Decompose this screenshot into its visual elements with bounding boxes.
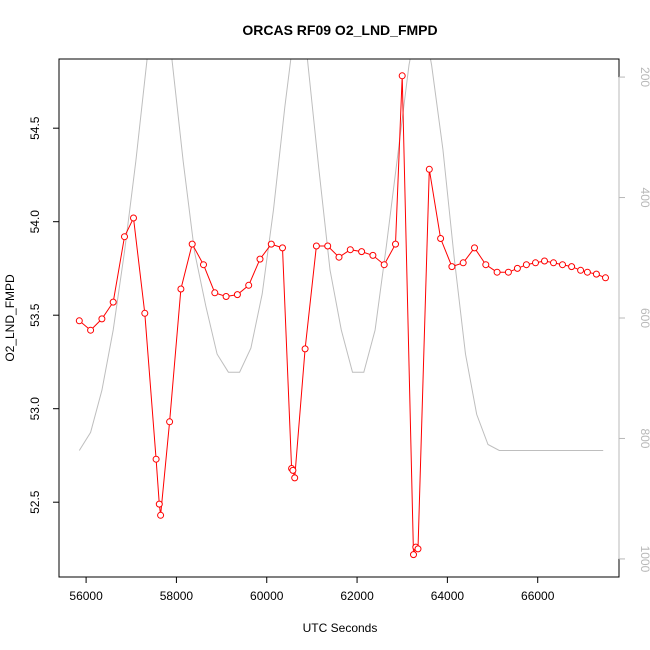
data-point [577, 266, 585, 274]
data-point [155, 500, 163, 508]
data-point [98, 315, 106, 323]
data-point [459, 259, 467, 267]
data-point [425, 165, 433, 173]
data-point [279, 244, 286, 252]
data-point [398, 72, 406, 80]
data-point [448, 263, 456, 271]
data-point [188, 240, 196, 248]
x-tick-label: 64000 [431, 589, 465, 603]
data-point [583, 268, 591, 276]
data-point [602, 274, 609, 282]
data-point [592, 270, 600, 278]
data-point [568, 263, 576, 271]
data-point [211, 289, 219, 297]
x-axis: 56000 58000 60000 62000 64000 66000 [69, 576, 555, 603]
data-point [75, 317, 83, 325]
y2-tick-label: 400 [638, 188, 650, 208]
data-point [346, 246, 354, 254]
data-point [177, 285, 185, 293]
y2-tick-label: 200 [638, 67, 650, 87]
data-point [256, 255, 264, 263]
data-point [312, 242, 320, 250]
data-point [532, 259, 539, 267]
data-point [233, 291, 241, 299]
y-tick-label: 54.0 [28, 210, 42, 234]
data-point [504, 268, 512, 276]
data-point [437, 235, 445, 242]
data-point [121, 233, 128, 241]
data-point [324, 242, 332, 250]
data-point [222, 293, 230, 300]
data-point [141, 309, 149, 317]
series-primary-group [75, 72, 609, 559]
data-point [157, 511, 165, 519]
series-secondary-line-group [78, 59, 604, 451]
data-point [152, 455, 160, 463]
data-point [482, 261, 490, 269]
primary-series-line [78, 75, 606, 555]
data-point [109, 298, 117, 306]
y-axis-label: O2_LND_FMPD [3, 274, 17, 362]
y2-tick-label: 1000 [638, 546, 650, 573]
data-point [493, 268, 501, 276]
y-tick-label: 53.0 [28, 397, 42, 421]
data-point [471, 244, 478, 252]
y-axis: 52.5 53.0 53.5 54.0 54.5 [28, 116, 60, 514]
data-point [522, 261, 530, 269]
data-point [267, 240, 275, 248]
data-point [301, 345, 309, 353]
data-point [392, 240, 399, 248]
data-point [369, 251, 377, 259]
y2-tick-label: 600 [638, 308, 650, 328]
data-point [358, 248, 366, 256]
x-tick-label: 58000 [160, 589, 194, 603]
x-axis-label: UTC Seconds [303, 621, 378, 635]
data-point [513, 264, 521, 272]
chart-title: ORCAS RF09 O2_LND_FMPD [242, 22, 437, 38]
data-point [550, 259, 557, 267]
data-point [245, 281, 253, 289]
data-point [414, 545, 422, 553]
y-tick-label: 54.5 [28, 116, 42, 140]
y-tick-label: 53.5 [28, 303, 42, 327]
data-point [166, 418, 174, 426]
x-tick-label: 56000 [69, 589, 103, 603]
data-point [130, 214, 137, 222]
data-point [87, 326, 95, 334]
y-axis-right: 200 400 600 800 1000 [618, 67, 650, 573]
data-point [200, 261, 207, 269]
data-point [410, 551, 417, 559]
x-tick-label: 60000 [250, 589, 284, 603]
y2-tick-label: 800 [638, 428, 650, 448]
data-point [380, 261, 388, 269]
data-point [335, 253, 343, 261]
x-tick-label: 62000 [340, 589, 374, 603]
y-tick-label: 52.5 [28, 490, 42, 514]
secondary-series-line [78, 59, 604, 451]
data-point [541, 257, 548, 265]
x-tick-label: 66000 [521, 589, 555, 603]
data-point [289, 466, 297, 474]
data-point [291, 474, 299, 482]
data-point [559, 261, 566, 269]
